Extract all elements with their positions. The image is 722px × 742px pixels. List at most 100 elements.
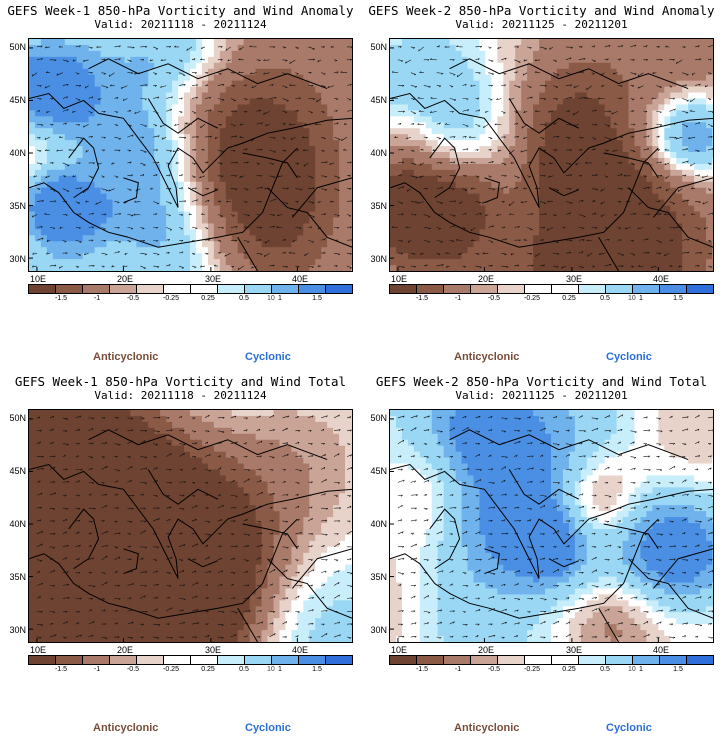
lat-tick-label: 50N [370,413,387,423]
colorbar-swatch [606,656,633,664]
lon-tick-label: 20E [478,645,495,655]
colorbar-label: -0.25 [524,295,540,302]
coastline [187,187,219,197]
panel-title: GEFS Week-1 850-hPa Vorticity and Wind A… [7,3,354,18]
colorbar-swatch [498,656,525,664]
colorbar-swatch [552,656,579,664]
colorbar-swatch [633,656,660,664]
map-panel-3: GEFS Week-1 850-hPa Vorticity and Wind T… [0,371,361,742]
coastline [242,523,298,550]
lon-tick-label: 30E [205,645,222,655]
colorbar-label: -1.5 [54,295,68,302]
colorbar-label: 0.5 [600,295,610,302]
colorbar [28,284,353,294]
coastline [508,98,580,134]
lon-tick-label: 10E [391,274,408,284]
colorbar-swatch [218,285,245,293]
coastline [548,187,580,197]
coastline [598,608,620,642]
anticyclonic-label: Anticyclonic [454,722,520,734]
coastline [484,177,500,204]
coastline [449,429,689,461]
colorbar-swatch [83,285,110,293]
lat-tick-label: 35N [370,201,387,211]
colorbar-label: -0.5 [126,295,140,302]
panel-valid-dates: Valid: 20211125 - 20211201 [455,18,628,31]
coastline [598,237,620,271]
coastline [548,558,580,568]
lon-tick-label: 10E [30,645,47,655]
lat-tick-label: 40N [9,519,26,529]
colorbar-swatch [245,656,272,664]
reference-vector-label: 10 [267,666,275,673]
colorbar-swatch [218,656,245,664]
lon-tick-label: 20E [117,645,134,655]
coastline [603,152,659,179]
cyclonic-label: Cyclonic [245,722,291,734]
lat-tick-label: 40N [9,148,26,158]
colorbar-label: -0.5 [126,666,140,673]
lat-tick-label: 45N [9,95,26,105]
coastline [187,558,219,568]
colorbar-label: -0.25 [524,666,540,673]
panel-title: GEFS Week-1 850-hPa Vorticity and Wind T… [14,374,347,389]
lon-tick-label: 30E [566,274,583,284]
colorbar-label: -0.5 [487,666,501,673]
map-panel-1: GEFS Week-1 850-hPa Vorticity and Wind A… [0,0,361,371]
coastline [29,463,352,579]
colorbar-swatch [660,656,687,664]
coastline [508,469,580,505]
colorbar-swatch [83,656,110,664]
colorbar-label: 1 [639,295,643,302]
lon-tick-label: 40E [292,645,309,655]
coastline [237,608,259,642]
lat-tick-label: 45N [370,466,387,476]
coastline [429,137,461,199]
coastline [68,508,100,570]
cyclonic-label: Cyclonic [606,722,652,734]
colorbar-swatch [326,656,352,664]
lon-tick-label: 40E [653,645,670,655]
colorbar-swatch [29,656,56,664]
colorbar-swatch [191,285,218,293]
colorbar-label: -1 [93,295,101,302]
colorbar-swatch [444,656,471,664]
panel-title: GEFS Week-2 850-hPa Vorticity and Wind T… [375,374,708,389]
colorbar-label: -1 [93,666,101,673]
colorbar-swatch [552,285,579,293]
colorbar-label: 0.25 [562,295,576,302]
lon-tick-label: 40E [653,274,670,284]
colorbar-swatch [660,285,687,293]
coastline [237,237,259,271]
colorbar-swatch [272,285,299,293]
colorbar-label: 0.5 [239,666,249,673]
colorbar-swatch [606,285,633,293]
lat-tick-label: 50N [9,42,26,52]
colorbar [389,284,714,294]
colorbar-label: 0.5 [600,666,610,673]
lon-tick-label: 40E [292,274,309,284]
lat-tick-label: 50N [370,42,387,52]
coastline [68,137,100,199]
colorbar-swatch [326,285,352,293]
colorbar-label: 1.5 [312,295,322,302]
colorbar [389,655,714,665]
lat-tick-label: 35N [9,201,26,211]
lon-tick-label: 10E [30,274,47,284]
coastline [429,508,461,570]
colorbar-swatch [525,285,552,293]
panel-title: GEFS Week-2 850-hPa Vorticity and Wind A… [368,3,715,18]
coastline [88,58,328,90]
lat-tick-label: 30N [370,254,387,264]
colorbar-swatch [498,285,525,293]
reference-vector-label: 10 [628,666,636,673]
colorbar-label: -0.5 [487,295,501,302]
colorbar-label: 1 [278,295,282,302]
reference-vector-label: 10 [267,295,275,302]
lat-tick-label: 35N [370,572,387,582]
colorbar-swatch [471,285,498,293]
colorbar-swatch [299,656,326,664]
colorbar-label: -1 [454,666,462,673]
coastline [29,147,298,248]
coastline [291,177,352,218]
